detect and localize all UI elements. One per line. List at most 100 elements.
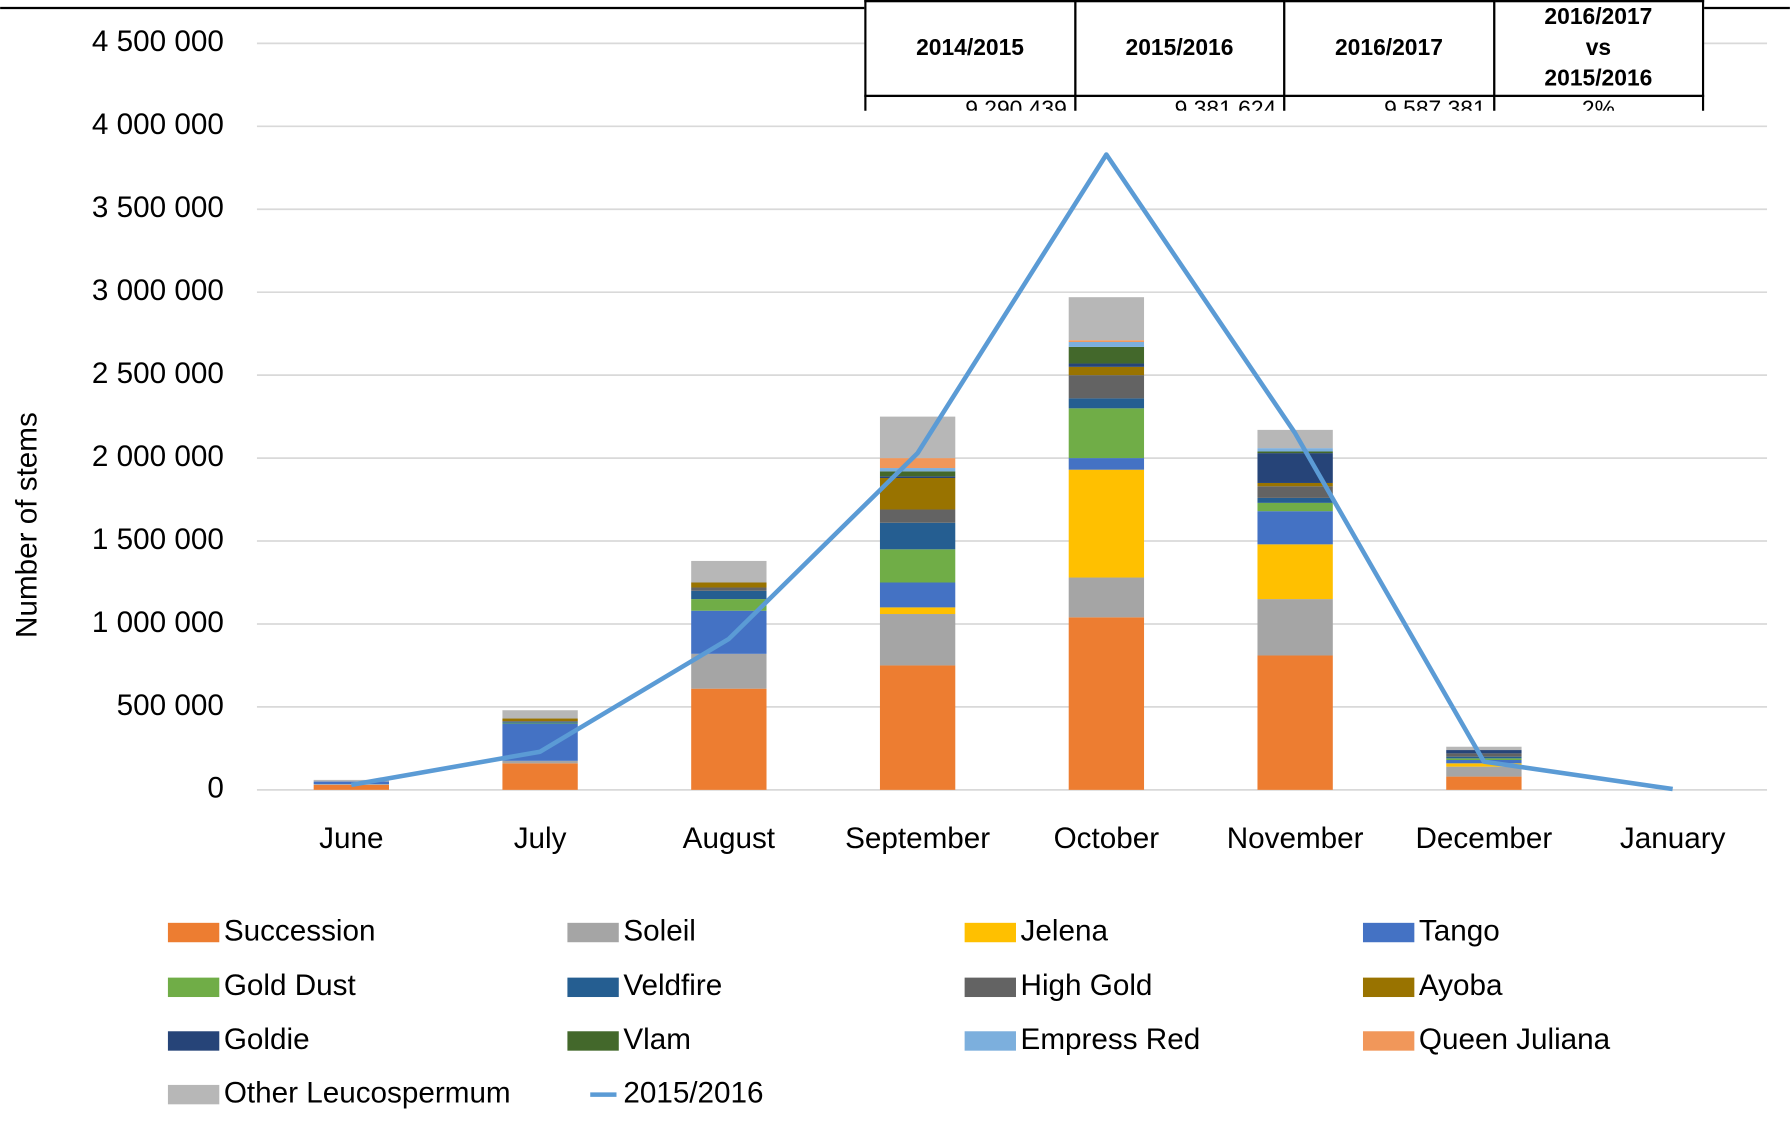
bar-segment [502, 722, 578, 724]
legend-label: Jelena [1021, 914, 1109, 947]
line-series [350, 152, 1673, 792]
bar-segment [1257, 448, 1333, 452]
bar-segment [879, 665, 956, 790]
bar-segment [1068, 617, 1145, 790]
bar-segment [313, 784, 389, 790]
legend-swatch [567, 977, 619, 998]
bar-segment [1446, 750, 1522, 754]
bar-segment [1257, 451, 1333, 454]
y-tick-label: 2 000 000 [92, 440, 224, 473]
bar-segment [879, 614, 956, 666]
table-box: 2014/2015 2015/2016 2016/2017 2016/2017 … [864, 0, 1705, 111]
bar-segment [691, 560, 767, 583]
bar-segment [1068, 363, 1145, 367]
table: 2014/2015 2015/2016 2016/2017 2016/2017 … [864, 0, 1705, 111]
x-tick-label: October [1054, 822, 1160, 855]
summary-table: 2014/2015 2015/2016 2016/2017 2016/2017 … [864, 0, 1705, 111]
bar-segment [879, 522, 956, 550]
x-tick-label: August [683, 822, 776, 855]
bar-segment [879, 477, 956, 510]
legend-swatch [1362, 1031, 1415, 1051]
bar-segment [879, 607, 956, 615]
bar-segment [691, 610, 767, 654]
bar-segment [1446, 776, 1522, 790]
bar-segment [502, 721, 578, 723]
legend-label: Gold Dust [224, 969, 357, 1002]
bar-segment [879, 458, 956, 469]
y-tick-label: 4 500 000 [92, 25, 224, 58]
y-axis-title: Number of stems [11, 412, 44, 638]
bar-segment [879, 471, 956, 477]
bar-segment [1068, 408, 1145, 459]
bar-segment [1257, 655, 1333, 790]
bar-segment [1446, 753, 1522, 757]
y-tick-label: 500 000 [117, 689, 224, 722]
bar-segment [1068, 366, 1145, 376]
bar-segment [1068, 341, 1145, 347]
bar-segment [1068, 469, 1145, 578]
bar-segment [879, 476, 956, 478]
legend-swatch [567, 922, 619, 943]
bar-segment [502, 721, 578, 722]
bar-segment [502, 763, 578, 790]
bar-segment [502, 718, 578, 722]
y-tick-label: 0 [207, 772, 223, 805]
y-tick-label: 3 000 000 [92, 274, 224, 307]
legend-label: Tango [1419, 914, 1500, 947]
bar-segment [691, 582, 767, 588]
legend-label: Veldfire [623, 969, 722, 1002]
cell: 9 290 439 [864, 94, 1076, 111]
x-tick-label: January [1620, 822, 1726, 855]
data-row: 9 290 439 9 381 624 9 587 381 2% [864, 94, 1705, 111]
bar-segment [313, 779, 389, 782]
bar-segment [1257, 482, 1333, 487]
legend-swatch [167, 1031, 220, 1051]
legend-label: Goldie [224, 1023, 310, 1056]
bar-segment [1068, 340, 1145, 342]
header-cell: 2015/2016 [1073, 0, 1286, 98]
legend-label: Vlam [623, 1023, 691, 1056]
legend-label: High Gold [1021, 969, 1153, 1002]
x-tick-label: November [1227, 822, 1364, 855]
y-tick-label: 2 500 000 [92, 357, 224, 390]
bar-segment [1068, 375, 1145, 399]
legend-swatch [1362, 922, 1415, 943]
legend-swatch [567, 1031, 619, 1051]
bar-segment [1257, 502, 1333, 512]
legend-swatch [167, 977, 220, 998]
legend-label: Other Leucospermum [224, 1076, 511, 1109]
y-tick-label: 4 000 000 [92, 108, 224, 141]
cell: 9 587 381 [1283, 94, 1495, 111]
legend-label: Queen Juliana [1419, 1023, 1611, 1056]
legend-swatch [964, 922, 1016, 943]
bar-segment [1446, 766, 1522, 777]
legend-label: Ayoba [1419, 969, 1503, 1002]
header-cell: 2014/2015 [864, 0, 1076, 98]
header-cell: 2016/2017 vs 2015/2016 [1492, 0, 1705, 98]
x-tick-label: September [845, 822, 990, 855]
cell: 2% [1492, 94, 1705, 111]
bar-segment [502, 760, 578, 764]
bar-segment [1068, 346, 1145, 364]
legend-label: Succession [224, 914, 376, 947]
legend-label: Empress Red [1021, 1023, 1201, 1056]
bar-segment [1068, 297, 1145, 341]
bar-segment [879, 509, 956, 523]
bar-segment [879, 582, 956, 608]
plot: 0 500 000 1 000 000 1 500 000 2 000 000 2 500… [92, 25, 1768, 1109]
bar-segment [1446, 763, 1522, 767]
x-tick-label: June [319, 822, 383, 855]
bar-segment [502, 710, 578, 719]
bar-segment [691, 590, 767, 600]
bar-segment [1257, 497, 1333, 503]
y-tick-label: 1 500 000 [92, 523, 224, 556]
legend-label: 2015/2016 [623, 1076, 763, 1109]
bar-segment [1257, 486, 1333, 498]
bar-segment [1257, 599, 1333, 656]
bar-segment [1257, 511, 1333, 545]
legend-swatch [964, 977, 1016, 998]
cell: 9 381 624 [1073, 94, 1286, 111]
header-row: 2014/2015 2015/2016 2016/2017 2016/2017 … [864, 0, 1705, 98]
bar-segment [691, 587, 767, 591]
